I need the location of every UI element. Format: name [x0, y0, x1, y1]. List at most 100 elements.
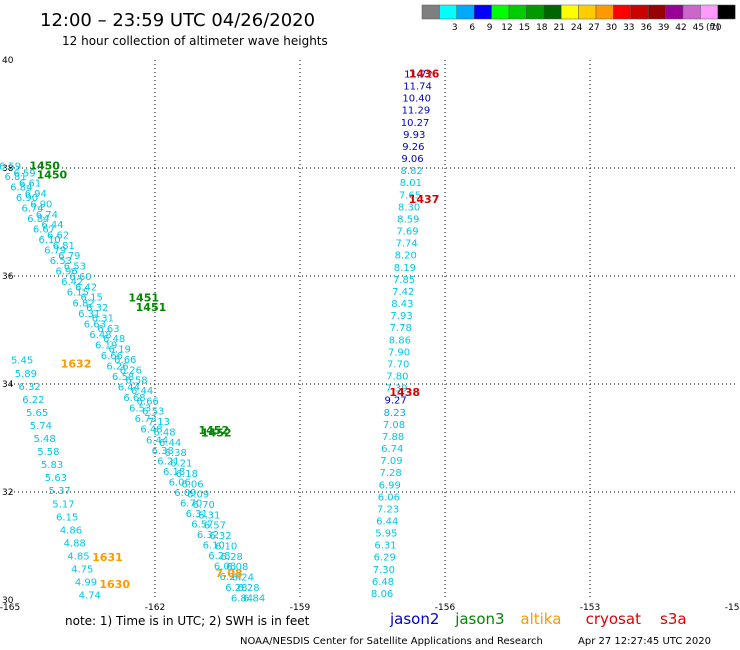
legend-bin-label: 36 — [640, 23, 652, 33]
wave-height-value: 9.27 — [385, 396, 407, 407]
wave-height-value: 6.53 — [64, 262, 86, 273]
wave-height-value: 6.67 — [33, 225, 55, 236]
x-tick-label: -159 — [290, 603, 311, 613]
wave-height-value: 5.17 — [52, 499, 74, 510]
wave-height-value: 6.53 — [129, 404, 151, 415]
wave-height-value: 4.86 — [60, 525, 82, 536]
legend-bin-label: 24 — [571, 23, 583, 33]
wave-height-value: 6.57 — [191, 520, 213, 531]
y-tick-label: 30 — [2, 596, 14, 606]
wave-height-value: 6.59 — [13, 168, 35, 179]
wave-height-value: 6.28 — [237, 583, 259, 594]
time-label: 1632 — [61, 357, 92, 370]
legend-bin-label: 70 — [710, 23, 722, 33]
wave-height-value: 6.28 — [221, 552, 243, 563]
wave-height-value: 6.68 — [123, 393, 145, 404]
wave-height-value: 6.10 — [38, 235, 60, 246]
wave-height-value: 6.08 — [226, 562, 248, 573]
wave-height-value: 6.38 — [165, 448, 187, 459]
x-tick-label: -156 — [435, 603, 456, 613]
wave-height-value: 7.80 — [386, 372, 408, 383]
legend-swatch — [647, 4, 666, 20]
legend-bin-label: 9 — [487, 23, 493, 33]
legend-swatch — [456, 4, 475, 20]
wave-height-value: 6.06 — [181, 479, 203, 490]
legend-bin-label: 27 — [588, 23, 599, 33]
wave-height-value: 6.42 — [75, 282, 97, 293]
wave-height-value: 8.86 — [389, 335, 411, 346]
wave-height-value: 8.59 — [397, 214, 419, 225]
wave-height-value: 6.53 — [50, 256, 72, 267]
wave-height-value: 7.28 — [379, 468, 401, 479]
time-label: 1630 — [99, 578, 130, 591]
legend-swatch — [491, 4, 510, 20]
wave-height-value: 6.61 — [19, 179, 41, 190]
wave-height-value: 6.31 — [186, 509, 208, 520]
wave-height-value: 6.62 — [47, 231, 69, 242]
wave-height-value: 6.48 — [153, 427, 175, 438]
wave-height-value: 6.19 — [95, 340, 117, 351]
wave-height-value: 6.18 — [176, 469, 198, 480]
y-tick-label: 34 — [2, 380, 14, 390]
wave-height-value: 6.99 — [379, 480, 401, 491]
wave-height-value: 6.28 — [225, 583, 247, 594]
wave-height-value: 6.06 — [169, 477, 191, 488]
wave-height-value: 6.94 — [25, 189, 47, 200]
wave-height-value: 5.58 — [37, 447, 59, 458]
wave-height-value: 6.21 — [170, 459, 192, 470]
wave-height-value: 6.26 — [106, 361, 128, 372]
wave-height-value: 6.79 — [44, 246, 66, 257]
wave-height-value: 7.74 — [395, 239, 417, 250]
wave-height-value: 6.73 — [135, 414, 157, 425]
wave-height-value: 7.69 — [396, 227, 418, 238]
wave-height-value: 8.01 — [400, 178, 422, 189]
time-label: 7.08 — [215, 567, 242, 580]
wave-height-value: 8.06 — [371, 589, 393, 600]
wave-height-value: 6.26 — [120, 365, 142, 376]
wave-height-value: 6.31 — [374, 541, 396, 552]
legend-swatch — [665, 4, 684, 20]
wave-height-value: 5.65 — [26, 408, 48, 419]
wave-height-value: 6.09 — [174, 488, 196, 499]
wave-height-value: 6.24 — [220, 572, 242, 583]
wave-height-value: 8.43 — [391, 299, 413, 310]
wave-height-value: 7.85 — [393, 275, 415, 286]
wave-height-value: 7.23 — [377, 504, 399, 515]
wave-height-value: 6.44 — [159, 438, 181, 449]
wave-height-value: 11.29 — [402, 106, 431, 117]
wave-height-value: 6.38 — [152, 446, 174, 457]
wave-height-value: 10.40 — [402, 94, 431, 105]
time-label: 1631 — [92, 551, 123, 564]
wave-height-value: 7.78 — [390, 323, 412, 334]
x-tick-label: -153 — [580, 603, 600, 613]
wave-height-value: 6.32 — [86, 303, 108, 314]
wave-height-value: 6.29 — [374, 553, 396, 564]
y-tick-label: 32 — [2, 488, 13, 498]
wave-height-value: 6.84 — [10, 182, 32, 193]
footer-timestamp: Apr 27 12:27:45 UTC 2020 — [578, 636, 711, 647]
wave-height-value: 6.82 — [72, 298, 94, 309]
legend-bin-label: 30 — [606, 23, 618, 33]
wave-height-value: 6.44 — [118, 383, 140, 394]
wave-height-value: 6.84 — [27, 214, 49, 225]
wave-height-value: 5.89 — [15, 369, 37, 380]
wave-height-value: 7.08 — [383, 420, 405, 431]
wave-height-value: 6.70 — [193, 500, 215, 511]
axis-ticks: -165 -162 -159 -156 -153 -150 30 32 34 36 38 40 — [0, 56, 740, 613]
wave-height-value: 8.30 — [398, 202, 420, 213]
wave-height-value: 6.84 — [243, 593, 265, 604]
time-label: 1437 — [409, 193, 440, 206]
wave-height-value: 6.19 — [109, 345, 131, 356]
wave-height-value: 7.42 — [392, 287, 414, 298]
wave-height-value: 6.10 — [215, 541, 237, 552]
page-subtitle: 12 hour collection of altimeter wave hei… — [62, 34, 328, 48]
wave-height-value: 6.15 — [67, 288, 89, 299]
wave-height-value: 11.74 — [403, 82, 432, 93]
wave-height-value: 6.96 — [55, 267, 77, 278]
wave-height-value: 6.06 — [378, 492, 400, 503]
wave-height-value: 6.58 — [125, 376, 147, 387]
time-label: 1452 — [201, 427, 232, 440]
time-label: 1451 — [136, 301, 167, 314]
wave-height-value: 9.06 — [401, 154, 423, 165]
